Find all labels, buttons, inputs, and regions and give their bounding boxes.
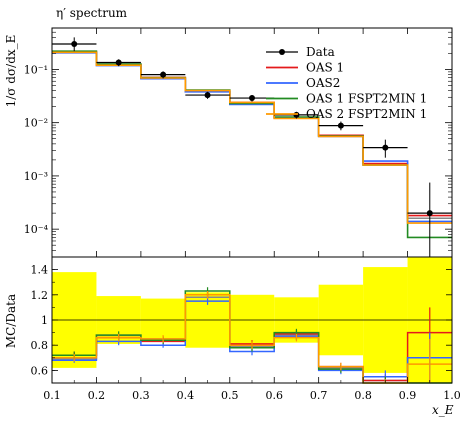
x-tick-label: 0.8: [354, 389, 372, 402]
ratio-y-tick-label: 1.2: [31, 289, 49, 302]
ratio-y-tick-label: 0.8: [31, 339, 49, 352]
data-point: [115, 59, 122, 66]
data-point: [382, 144, 389, 151]
legend-label-series: OAS 1: [306, 61, 344, 75]
main-y-axis-label: 1/σ dσ/dx_E: [4, 35, 18, 108]
legend-label-series: OAS2: [306, 76, 340, 90]
ratio-y-axis-label: MC/Data: [4, 294, 18, 348]
main-series-line: [52, 51, 452, 224]
main-y-tick-label: 10⁻¹: [24, 63, 48, 76]
legend-label-data: Data: [306, 45, 335, 59]
data-point: [204, 92, 211, 99]
legend-label-series: OAS 2 FSPT2MIN 1: [306, 107, 427, 121]
x-tick-label: 0.6: [265, 389, 283, 402]
legend-data-marker: [279, 49, 285, 55]
x-tick-label: 0.1: [43, 389, 61, 402]
data-point: [426, 210, 433, 217]
data-point: [71, 41, 78, 48]
main-y-tick-label: 10⁻²: [24, 117, 48, 130]
main-extra-line: [52, 51, 452, 220]
ratio-y-tick-label: 1.4: [31, 264, 49, 277]
x-tick-label: 1.0: [443, 389, 461, 402]
data-point: [337, 122, 344, 129]
ratio-y-tick-label: 0.6: [31, 364, 49, 377]
x-tick-label: 0.4: [177, 389, 195, 402]
x-tick-label: 0.3: [132, 389, 150, 402]
x-tick-label: 0.2: [88, 389, 106, 402]
ratio-y-tick-label: 1: [41, 314, 48, 327]
main-series-line: [52, 50, 452, 239]
x-axis-label: x_E: [432, 403, 454, 417]
main-plot-panel: 10⁻⁴ 10⁻³ 10⁻² 10⁻¹: [24, 27, 453, 258]
data-point: [249, 95, 255, 102]
main-series-line: [52, 50, 452, 217]
x-tick-label: 0.5: [221, 389, 239, 402]
data-point: [160, 71, 167, 78]
legend-label-series: OAS 1 FSPT2MIN 1: [306, 92, 427, 106]
main-series-line: [52, 52, 452, 223]
chart-title: η′ spectrum: [56, 6, 128, 20]
main-y-tick-label: 10⁻⁴: [24, 223, 49, 236]
main-y-tick-label: 10⁻³: [24, 170, 48, 183]
ratio-plot-panel: 0.6 0.8 1 1.2 1.4 0.1 0.2 0.3 0.4 0.5 0.6 0.7 0.8 0.9…: [31, 256, 461, 402]
x-tick-label: 0.7: [310, 389, 328, 402]
x-tick-label: 0.9: [399, 389, 417, 402]
